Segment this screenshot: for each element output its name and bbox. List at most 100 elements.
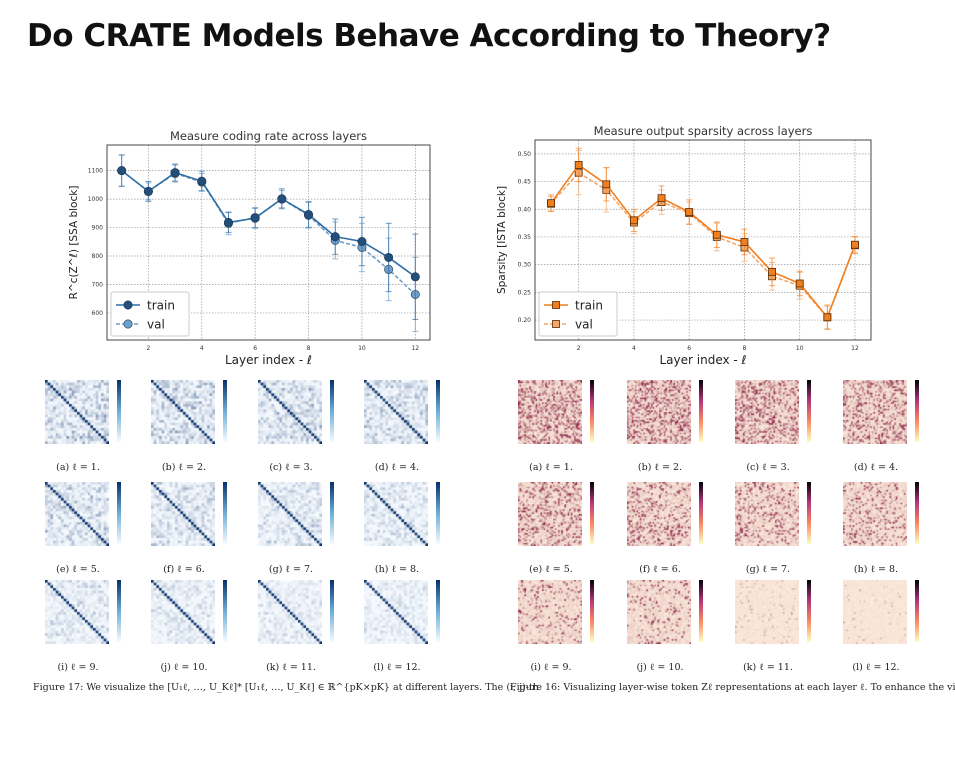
heatmap-image xyxy=(518,482,582,546)
train-point xyxy=(304,209,314,219)
subfigure-caption: (k) ℓ = 11. xyxy=(743,662,793,673)
colorbar xyxy=(223,380,227,442)
train-point xyxy=(768,267,776,276)
right-figure-caption: Figure 16: Visualizing layer-wise token … xyxy=(510,682,955,693)
subfigure-caption: (a) ℓ = 1. xyxy=(529,462,573,473)
colorbar xyxy=(590,380,594,442)
chart-title: Measure output sparsity across layers xyxy=(594,124,813,138)
train-series-line xyxy=(550,163,856,319)
colorbar xyxy=(807,380,811,442)
train-point xyxy=(602,180,611,189)
subfigure-caption: (c) ℓ = 3. xyxy=(746,462,790,473)
train-point xyxy=(547,199,555,208)
x-tick-label: 2 xyxy=(577,345,581,352)
x-axis-label: Layer index - ℓ xyxy=(225,353,312,367)
colorbar xyxy=(117,580,121,642)
heatmap-image xyxy=(735,482,799,546)
subfigure-caption: (f) ℓ = 6. xyxy=(639,564,681,575)
x-tick-label: 12 xyxy=(411,345,419,352)
legend-label: val xyxy=(575,318,593,332)
subfigure-caption: (e) ℓ = 5. xyxy=(529,564,573,575)
subfigure-caption: (h) ℓ = 8. xyxy=(853,564,899,575)
train-point xyxy=(223,217,233,227)
heatmap-image xyxy=(45,482,109,546)
y-tick-label: 0.30 xyxy=(518,262,532,269)
train-point xyxy=(117,166,127,176)
heatmap-image xyxy=(364,580,428,644)
legend-label: train xyxy=(147,299,175,313)
heatmap-image xyxy=(364,380,428,444)
val-series-line xyxy=(121,169,416,296)
x-tick-label: 4 xyxy=(200,345,204,352)
colorbar xyxy=(915,482,919,544)
colorbar xyxy=(223,482,227,544)
heatmap-image xyxy=(627,380,691,444)
train-point xyxy=(250,213,260,223)
subfigure-caption: (h) ℓ = 8. xyxy=(374,564,420,575)
colorbar xyxy=(436,482,440,544)
train-point xyxy=(574,161,583,169)
colorbar xyxy=(807,580,811,642)
subfigure-caption: (d) ℓ = 4. xyxy=(853,462,899,473)
y-axis-label: R^c(Z^ℓ) [SSA block] xyxy=(68,186,80,300)
subfigure-caption: (b) ℓ = 2. xyxy=(637,462,683,473)
colorbar xyxy=(699,580,703,642)
train-point xyxy=(384,252,394,262)
y-tick-label: 900 xyxy=(92,225,104,232)
heatmap-image xyxy=(151,580,215,644)
train-point xyxy=(740,238,749,246)
x-tick-label: 6 xyxy=(687,345,691,352)
x-tick-label: 10 xyxy=(358,345,366,352)
train-point xyxy=(197,176,207,186)
x-tick-label: 10 xyxy=(796,345,804,352)
x-tick-label: 6 xyxy=(253,345,257,352)
y-tick-label: 0.40 xyxy=(518,206,532,213)
colorbar xyxy=(436,580,440,642)
plot-frame xyxy=(534,139,872,341)
y-tick-label: 0.50 xyxy=(518,151,532,158)
colorbar xyxy=(807,482,811,544)
x-tick-label: 4 xyxy=(632,345,636,352)
train-point xyxy=(410,272,420,282)
x-tick-label: 8 xyxy=(307,345,311,352)
train-point xyxy=(851,240,859,249)
legend-marker xyxy=(123,319,133,329)
y-tick-label: 0.45 xyxy=(518,179,532,186)
y-tick-label: 700 xyxy=(92,281,104,288)
subfigure-caption: (j) ℓ = 10. xyxy=(636,662,684,673)
heatmap-image xyxy=(735,580,799,644)
subfigure-caption: (k) ℓ = 11. xyxy=(266,662,316,673)
heatmap-image xyxy=(45,380,109,444)
colorbar xyxy=(590,580,594,642)
colorbar xyxy=(330,482,334,544)
y-tick-label: 0.25 xyxy=(518,289,532,296)
val-series-line xyxy=(550,171,856,319)
heatmap-image xyxy=(735,380,799,444)
heatmap-image xyxy=(843,580,907,644)
colorbar xyxy=(223,580,227,642)
train-point xyxy=(712,230,721,239)
x-tick-label: 12 xyxy=(851,345,859,352)
y-axis-label: Sparsity [ISTA block] xyxy=(496,186,508,294)
subfigure-caption: (d) ℓ = 4. xyxy=(374,462,420,473)
subfigure-caption: (i) ℓ = 9. xyxy=(57,662,99,673)
train-point xyxy=(357,237,367,247)
heatmap-image xyxy=(258,380,322,444)
colorbar xyxy=(330,580,334,642)
subfigure-caption: (f) ℓ = 6. xyxy=(163,564,205,575)
colorbar xyxy=(436,380,440,442)
subfigure-caption: (a) ℓ = 1. xyxy=(56,462,100,473)
y-tick-label: 0.20 xyxy=(518,317,532,324)
colorbar xyxy=(330,380,334,442)
heatmap-image xyxy=(843,380,907,444)
x-tick-label: 2 xyxy=(146,345,150,352)
subfigure-caption: (j) ℓ = 10. xyxy=(160,662,208,673)
subfigure-caption: (g) ℓ = 7. xyxy=(268,564,314,575)
legend-label: train xyxy=(575,299,603,313)
heatmap-image xyxy=(258,580,322,644)
plot-frame xyxy=(106,144,431,341)
colorbar xyxy=(915,380,919,442)
legend-marker xyxy=(552,301,560,309)
train-point xyxy=(657,194,666,203)
colorbar xyxy=(590,482,594,544)
